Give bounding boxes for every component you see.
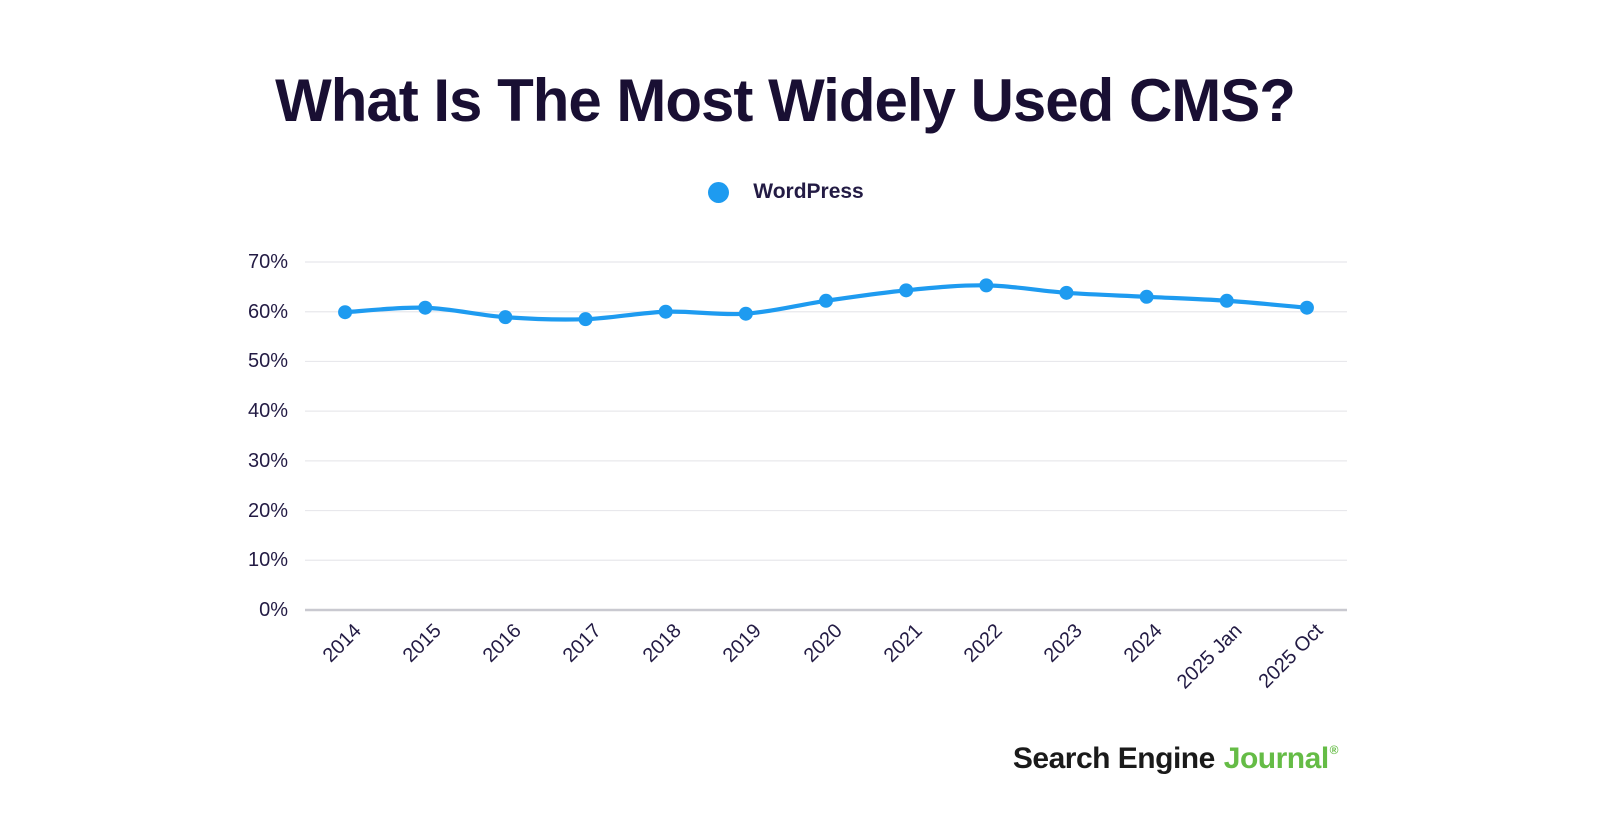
y-tick-label: 30% bbox=[247, 449, 288, 472]
wordpress-data-point bbox=[338, 305, 353, 320]
sej-logo-search-engine: Search Engine bbox=[1012, 742, 1215, 775]
wordpress-data-point bbox=[979, 278, 994, 293]
wordpress-data-point bbox=[1219, 293, 1234, 308]
wordpress-data-point bbox=[1299, 300, 1314, 315]
sej-logo-journal: Journal bbox=[1223, 742, 1329, 775]
y-tick-label: 10% bbox=[247, 549, 288, 572]
chart-title: What Is The Most Widely Used CMS? bbox=[275, 67, 1296, 134]
wordpress-data-point bbox=[658, 304, 673, 319]
wordpress-data-point bbox=[578, 312, 593, 327]
y-tick-label: 40% bbox=[247, 400, 288, 423]
legend-wordpress-dot-icon bbox=[708, 181, 730, 203]
wordpress-data-point bbox=[899, 283, 914, 298]
wordpress-data-point bbox=[1059, 285, 1074, 300]
legend-wordpress-label: WordPress bbox=[753, 180, 864, 203]
y-tick-label: 20% bbox=[247, 499, 288, 522]
wordpress-data-point bbox=[418, 300, 433, 315]
wordpress-data-point bbox=[1139, 289, 1154, 304]
y-tick-label: 60% bbox=[247, 300, 288, 323]
y-tick-label: 70% bbox=[247, 251, 288, 273]
sej-logo: Search Engine Journal® bbox=[1012, 742, 1339, 776]
registered-trademark-icon: ® bbox=[1329, 743, 1339, 757]
y-tick-label: 0% bbox=[259, 599, 288, 621]
wordpress-data-point bbox=[738, 306, 753, 321]
y-tick-label: 50% bbox=[247, 350, 288, 373]
wordpress-data-point bbox=[498, 310, 513, 325]
chart-legend: WordPress bbox=[0, 179, 1586, 205]
wordpress-data-point bbox=[819, 293, 833, 308]
